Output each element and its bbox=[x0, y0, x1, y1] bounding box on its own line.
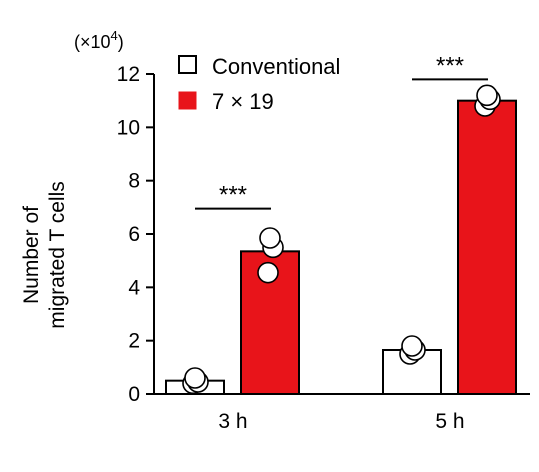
legend: Conventional 7 × 19 bbox=[178, 54, 340, 114]
legend-label-7x19: 7 × 19 bbox=[212, 89, 274, 114]
x-tick-labels: 3 h 5 h bbox=[218, 410, 464, 433]
significance-label: *** bbox=[219, 182, 247, 209]
y-axis-label: Number of migrated T cells bbox=[20, 181, 69, 328]
y-tick-label: 6 bbox=[128, 223, 140, 246]
data-point bbox=[259, 227, 281, 249]
y-tick-label: 2 bbox=[128, 330, 140, 353]
data-point bbox=[476, 84, 498, 107]
data-point bbox=[184, 367, 206, 389]
bars bbox=[165, 99, 517, 396]
bar-7x19-1 bbox=[457, 99, 517, 396]
y-tick-label: 12 bbox=[117, 63, 140, 86]
y-tick-label: 0 bbox=[128, 383, 140, 406]
significance-label: *** bbox=[436, 52, 464, 79]
data-point bbox=[257, 261, 279, 284]
legend-label-conventional: Conventional bbox=[212, 54, 340, 79]
legend-swatch-conventional bbox=[178, 55, 197, 74]
y-axis-label-line1: Number of bbox=[20, 206, 43, 304]
data-point bbox=[401, 335, 423, 357]
y-ticks: 0 2 4 6 8 10 12 bbox=[117, 63, 154, 406]
y-tick-label: 4 bbox=[128, 276, 140, 299]
x-tick-label: 5 h bbox=[435, 410, 464, 433]
y-tick-label: 8 bbox=[128, 170, 140, 193]
y-axis-label-line2: migrated T cells bbox=[46, 181, 69, 328]
significance-markers: *** *** bbox=[195, 52, 488, 210]
y-tick-label: 10 bbox=[117, 116, 140, 139]
x-tick-label: 3 h bbox=[218, 410, 247, 433]
scale-note: (×104) bbox=[74, 28, 124, 52]
legend-swatch-7x19 bbox=[178, 91, 197, 110]
data-points bbox=[182, 84, 501, 395]
